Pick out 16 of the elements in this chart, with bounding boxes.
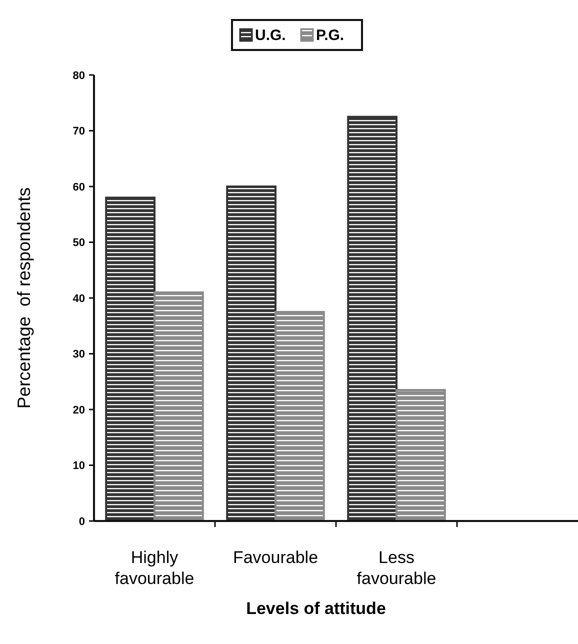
legend-label: U.G.	[255, 27, 286, 44]
x-axis-title: Levels of attitude	[246, 599, 386, 618]
x-tick-label: Less favourable	[356, 548, 436, 588]
y-tick-label: 50	[72, 237, 85, 250]
legend-label: P.G.	[316, 27, 344, 44]
y-tick-label: 70	[72, 126, 85, 138]
y-tick-label: 20	[72, 404, 85, 416]
y-tick-label: 60	[72, 181, 85, 194]
y-tick-label: 80	[72, 70, 85, 82]
y-axis-title: Percentage of respondents	[14, 187, 34, 409]
y-tick-label: 0	[78, 516, 85, 528]
y-tick-label: 10	[72, 460, 85, 472]
y-tick-label: 40	[72, 292, 85, 305]
x-tick-label: Highly favourable	[114, 548, 194, 588]
y-tick-label: 30	[72, 348, 85, 361]
x-tick-label: Favourable	[232, 548, 318, 567]
